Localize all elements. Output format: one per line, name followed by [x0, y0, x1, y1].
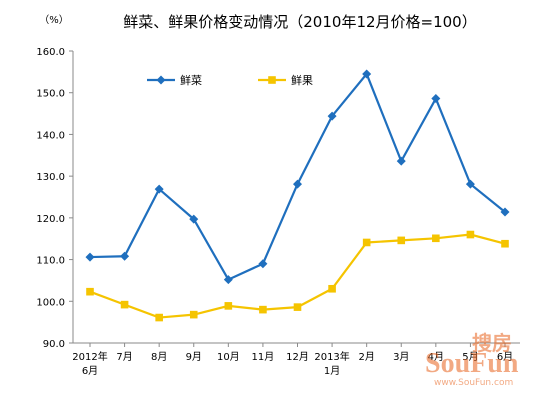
x-tick-label: 7月: [116, 351, 132, 363]
data-point: [328, 284, 336, 293]
series-vegetables: [85, 69, 510, 285]
data-point: [396, 156, 406, 166]
y-tick-label: 90.0: [43, 339, 65, 350]
data-point: [224, 302, 233, 310]
data-point: [85, 252, 95, 262]
legend-item: 鲜果: [258, 73, 313, 87]
x-tick-label: 12月: [286, 351, 309, 363]
data-point: [258, 259, 268, 269]
data-point: [327, 111, 337, 121]
data-point: [293, 303, 302, 311]
x-tick-label: 4月: [428, 351, 444, 363]
x-tick-label: 2013年: [314, 350, 349, 363]
x-tick-label: 6月: [82, 365, 98, 377]
data-point: [293, 179, 302, 189]
data-point: [120, 300, 129, 309]
data-point: [154, 184, 164, 194]
y-tick-label: 120.0: [36, 214, 65, 225]
data-point: [431, 94, 441, 104]
legend-label: 鲜菜: [180, 73, 202, 87]
legend-item: 鲜菜: [147, 73, 202, 87]
x-tick-label: 10月: [217, 351, 240, 363]
x-tick-label: 11月: [252, 351, 275, 363]
x-tick-label: 1月: [324, 365, 340, 377]
y-tick-label: 100.0: [36, 297, 65, 308]
data-point: [362, 69, 372, 79]
x-tick-label: 8月: [151, 351, 167, 363]
x-tick-label: 2月: [358, 351, 374, 363]
series-line: [89, 71, 506, 282]
legend-marker: [156, 75, 166, 85]
y-tick-label: 160.0: [36, 47, 65, 58]
data-point: [501, 239, 509, 248]
data-point: [465, 179, 475, 189]
y-axis-unit: （%）: [39, 14, 69, 26]
y-tick-label: 130.0: [36, 172, 65, 183]
data-point: [362, 238, 371, 247]
x-tick-label: 5月: [462, 351, 478, 363]
data-point: [500, 207, 510, 217]
y-tick-label: 150.0: [36, 89, 65, 100]
series-fruits: [86, 230, 509, 322]
x-tick-label: 6月: [497, 351, 513, 363]
legend-label: 鲜果: [291, 73, 313, 87]
legend-marker: [268, 76, 276, 84]
x-tick-label: 3月: [393, 351, 409, 363]
watermark-chinese: 搜房: [472, 331, 512, 355]
data-point: [259, 305, 267, 314]
data-point: [189, 214, 199, 224]
data-point: [155, 313, 163, 322]
y-tick-label: 140.0: [36, 130, 65, 141]
data-point: [397, 236, 406, 245]
data-point: [86, 287, 94, 296]
data-point: [120, 251, 130, 261]
soufun-watermark: 搜房 SouFun www.SouFun.com: [425, 331, 519, 388]
data-point: [432, 234, 440, 243]
watermark-url: www.SouFun.com: [434, 378, 513, 388]
y-tick-label: 110.0: [36, 256, 65, 267]
chart-title: 鲜菜、鲜果价格变动情况（2010年12月价格=100）: [123, 13, 476, 31]
data-point: [189, 310, 198, 319]
x-tick-label: 9月: [186, 351, 202, 363]
data-point: [223, 275, 233, 285]
watermark-latin: SouFun: [425, 348, 519, 379]
data-point: [466, 230, 475, 239]
x-tick-label: 2012年: [72, 350, 107, 363]
